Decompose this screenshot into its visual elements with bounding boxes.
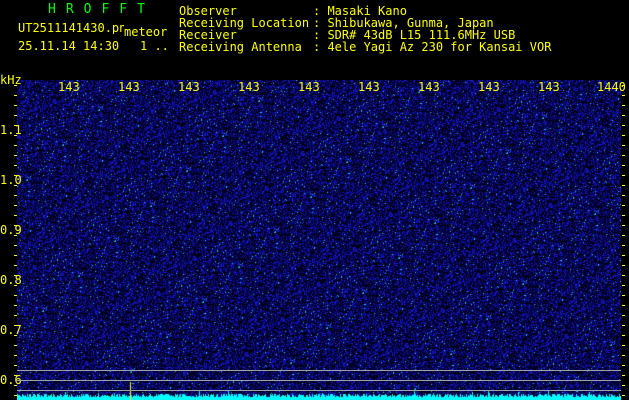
axis-tick (622, 165, 625, 166)
axis-tick (622, 175, 625, 176)
guide-line (17, 380, 621, 381)
axis-tick (14, 275, 17, 276)
axis-tick (622, 155, 625, 156)
axis-tick (622, 215, 625, 216)
axis-tick (14, 225, 17, 226)
axis-tick (14, 385, 17, 386)
axis-tick (622, 195, 625, 196)
axis-tick (622, 255, 625, 256)
app-title: HROFFT (48, 2, 155, 17)
axis-tick (622, 125, 625, 126)
axis-tick (14, 305, 17, 306)
unit-label: kHz (0, 73, 22, 87)
freq-label: 1.1 (0, 123, 22, 137)
axis-tick (14, 365, 17, 366)
axis-tick (622, 285, 625, 286)
axis-tick (14, 95, 17, 96)
axis-tick (14, 125, 17, 126)
filename: UT2511141430.png (18, 22, 124, 34)
time-label: 1437 (418, 81, 440, 93)
axis-tick (14, 145, 17, 146)
axis-tick (622, 385, 625, 386)
freq-label: 1.0 (0, 173, 22, 187)
datetime: 25.11.14 14:30 (18, 39, 120, 53)
freq-label: 0.8 (0, 273, 22, 287)
antenna-value: : 4ele Yagi Az 230 for Kansai VOR (313, 40, 552, 54)
axis-tick (14, 265, 17, 266)
axis-tick (622, 295, 625, 296)
axis-tick (14, 245, 17, 246)
axis-tick (14, 135, 17, 136)
axis-tick (622, 315, 625, 316)
time-label: 1438 (478, 81, 500, 93)
axis-tick (14, 345, 17, 346)
receiver-label: Receiver (179, 28, 237, 42)
axis-tick (622, 375, 625, 376)
axis-tick (622, 95, 625, 96)
axis-tick (14, 255, 17, 256)
location-label: Receiving Location (179, 16, 310, 30)
guide-line (17, 370, 621, 371)
receiver-value: : SDR# 43dB L15 111.6MHz USB (313, 28, 516, 42)
axis-tick (622, 275, 625, 276)
axis-tick (14, 355, 17, 356)
axis-tick (14, 325, 17, 326)
axis-tick (622, 105, 625, 106)
axis-tick (622, 185, 625, 186)
axis-tick (622, 345, 625, 346)
axis-tick (14, 175, 17, 176)
time-label: 1434 (238, 81, 260, 93)
axis-tick (622, 115, 625, 116)
axis-tick (622, 205, 625, 206)
freq-label: 0.9 (0, 223, 22, 237)
axis-tick (622, 245, 625, 246)
time-label: 1433 (178, 81, 200, 93)
axis-tick (622, 355, 625, 356)
axis-tick (14, 295, 17, 296)
axis-tick (622, 335, 625, 336)
axis-tick (622, 235, 625, 236)
axis-tick (622, 265, 625, 266)
axis-tick (622, 325, 625, 326)
spectrogram (17, 80, 621, 400)
location-value: : Shibukawa, Gunma, Japan (313, 16, 494, 30)
axis-tick (14, 315, 17, 316)
axis-tick (14, 285, 17, 286)
axis-tick (14, 205, 17, 206)
axis-tick (622, 305, 625, 306)
axis-tick (14, 85, 17, 86)
axis-tick (622, 85, 625, 86)
observer-value: : Masaki Kano (313, 4, 407, 18)
freq-label: 0.6 (0, 373, 22, 387)
axis-tick (14, 235, 17, 236)
time-label: 1439 (538, 81, 560, 93)
counter: 1 .. (140, 39, 169, 53)
axis-tick (14, 155, 17, 156)
axis-tick (14, 165, 17, 166)
freq-label: 0.7 (0, 323, 22, 337)
axis-tick (622, 145, 625, 146)
time-label: 1432 (118, 81, 140, 93)
axis-tick (14, 105, 17, 106)
antenna-label: Receiving Antenna (179, 40, 302, 54)
axis-tick (14, 395, 17, 396)
axis-tick (622, 135, 625, 136)
observer-label: Observer (179, 4, 237, 18)
axis-tick (14, 215, 17, 216)
time-label: 1440 (597, 81, 626, 93)
guide-line (17, 390, 621, 391)
mode-label: meteor (124, 25, 168, 39)
axis-tick (14, 375, 17, 376)
axis-tick (622, 395, 625, 396)
axis-tick (14, 115, 17, 116)
axis-tick (622, 225, 625, 226)
time-label: 1435 (298, 81, 320, 93)
axis-tick (14, 195, 17, 196)
axis-tick (14, 335, 17, 336)
time-label: 1436 (358, 81, 380, 93)
axis-tick (14, 185, 17, 186)
axis-tick (622, 365, 625, 366)
